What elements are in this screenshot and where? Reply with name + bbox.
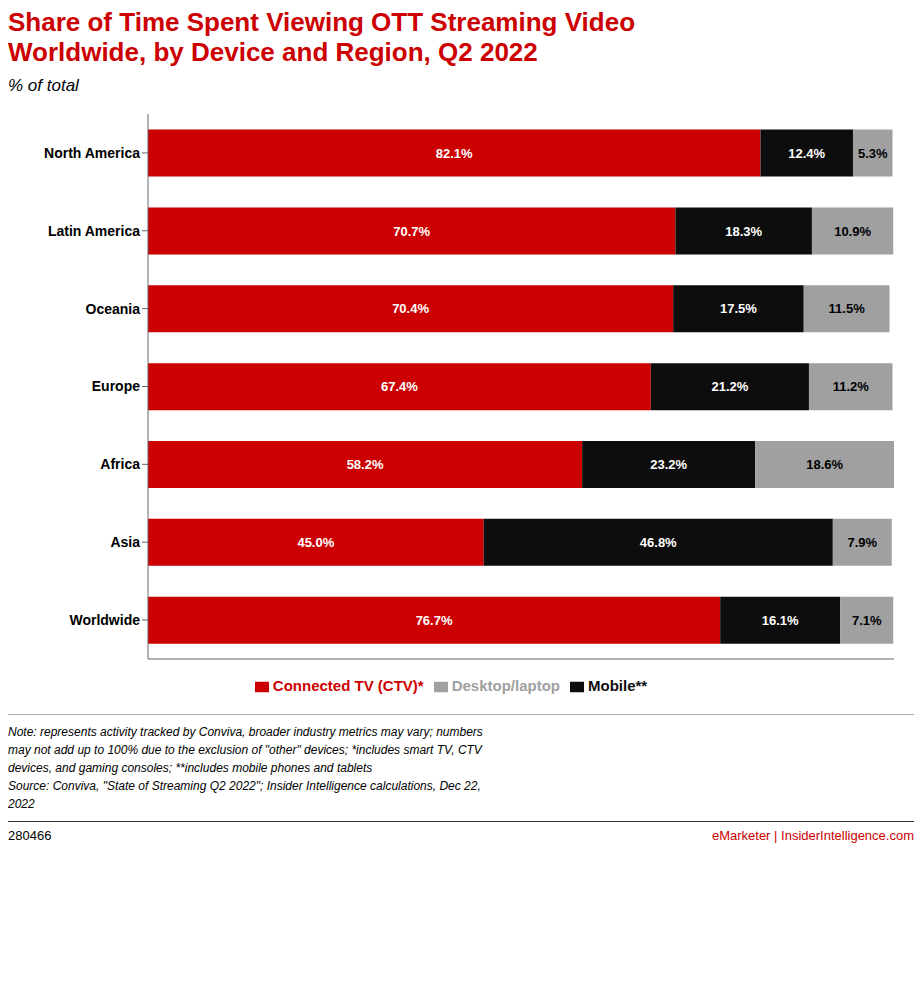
html-text:% of total: % of total — [8, 75, 79, 95]
svg-text:45.0%: 45.0% — [297, 535, 334, 550]
svg-text:7.1%: 7.1% — [852, 613, 882, 628]
html-text:Connected TV (CTV)*: Connected TV (CTV)* — [272, 676, 424, 694]
svg-text:5.3%: 5.3% — [858, 145, 888, 160]
svg-text:11.5%: 11.5% — [829, 301, 866, 316]
svg-text:Worldwide: Worldwide — [69, 612, 140, 628]
svg-text:10.9%: 10.9% — [834, 223, 871, 238]
svg-text:Oceania: Oceania — [86, 300, 141, 316]
html-text:eMarketer | InsiderIntelligenc: eMarketer | InsiderIntelligence.com — [711, 827, 914, 843]
html-text:Note: represents activity trac: Note: represents activity tracked by Con… — [8, 724, 483, 811]
html-text:Share of Time Spent Viewing OT: Share of Time Spent Viewing OTT Streamin… — [8, 7, 635, 67]
html-text:280466: 280466 — [8, 827, 52, 843]
svg-text:12.4%: 12.4% — [788, 145, 825, 160]
svg-text:67.4%: 67.4% — [381, 379, 418, 394]
svg-text:18.3%: 18.3% — [725, 223, 762, 238]
svg-text:Latin America: Latin America — [48, 223, 140, 239]
svg-text:North America: North America — [44, 145, 140, 161]
svg-text:16.1%: 16.1% — [762, 613, 799, 628]
svg-text:70.4%: 70.4% — [392, 301, 429, 316]
svg-text:23.2%: 23.2% — [650, 457, 687, 472]
svg-text:Africa: Africa — [100, 456, 140, 472]
svg-text:46.8%: 46.8% — [640, 535, 677, 550]
svg-text:7.9%: 7.9% — [847, 535, 877, 550]
svg-text:70.7%: 70.7% — [393, 223, 430, 238]
svg-text:82.1%: 82.1% — [436, 145, 473, 160]
svg-text:76.7%: 76.7% — [416, 613, 453, 628]
svg-text:21.2%: 21.2% — [711, 379, 748, 394]
html-text:Mobile**: Mobile** — [588, 676, 648, 694]
html-text:Desktop/laptop: Desktop/laptop — [451, 676, 560, 694]
svg-text:Asia: Asia — [110, 534, 140, 550]
svg-text:Europe: Europe — [92, 378, 140, 394]
svg-text:11.2%: 11.2% — [833, 379, 870, 394]
svg-text:58.2%: 58.2% — [347, 457, 384, 472]
svg-text:18.6%: 18.6% — [806, 457, 843, 472]
svg-text:17.5%: 17.5% — [720, 301, 757, 316]
